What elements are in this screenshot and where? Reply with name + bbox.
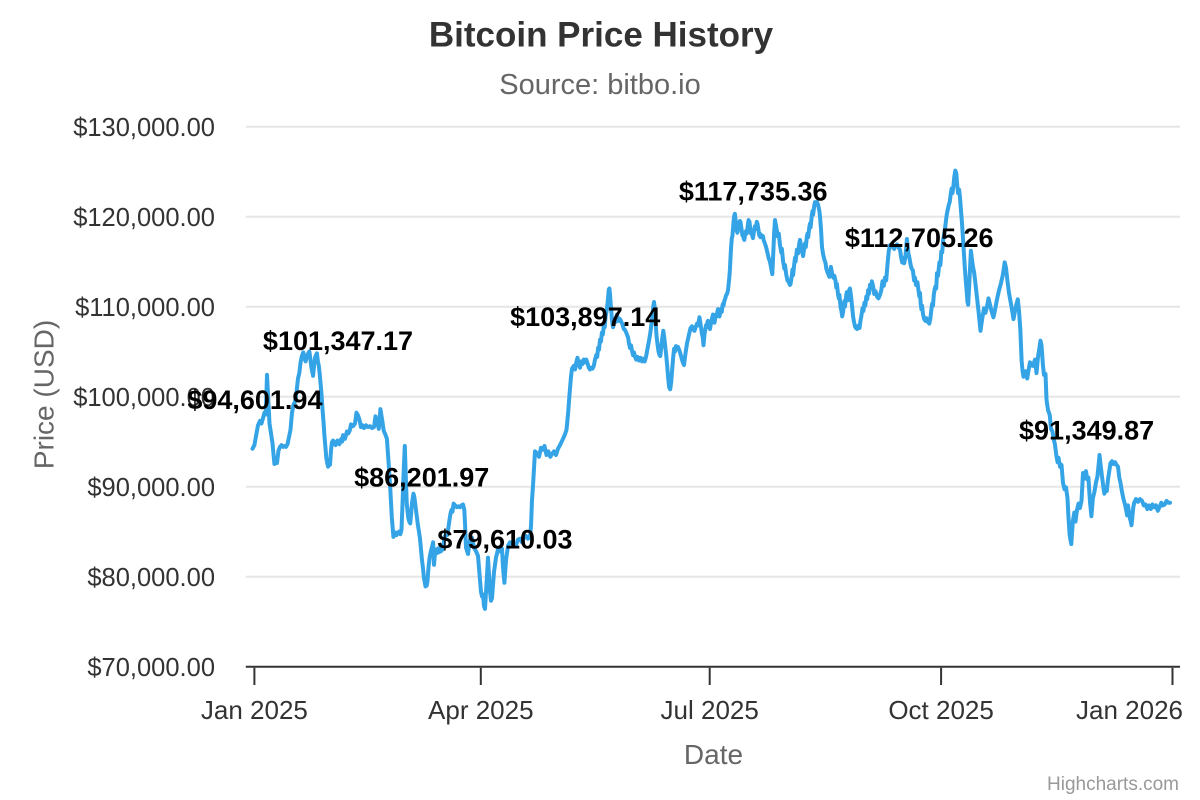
svg-text:$101,347.17: $101,347.17 (263, 326, 413, 356)
svg-text:$80,000.00: $80,000.00 (87, 564, 215, 592)
svg-text:$79,610.03: $79,610.03 (437, 524, 572, 554)
svg-text:$120,000.00: $120,000.00 (73, 204, 215, 232)
svg-text:Bitcoin Price History: Bitcoin Price History (429, 16, 774, 55)
svg-text:$103,897.14: $103,897.14 (510, 302, 660, 332)
svg-text:$90,000.00: $90,000.00 (87, 474, 215, 502)
svg-text:Jan 2025: Jan 2025 (201, 695, 308, 725)
svg-text:$112,705.26: $112,705.26 (845, 223, 994, 253)
svg-text:$91,349.87: $91,349.87 (1019, 416, 1154, 446)
svg-text:Oct 2025: Oct 2025 (888, 695, 994, 725)
svg-text:Jan 2026: Jan 2026 (1076, 695, 1183, 725)
svg-text:Price (USD): Price (USD) (29, 320, 60, 469)
svg-text:$70,000.00: $70,000.00 (87, 654, 215, 682)
svg-text:$86,201.97: $86,201.97 (354, 463, 489, 493)
svg-text:Apr 2025: Apr 2025 (428, 695, 534, 725)
svg-text:$94,601.94: $94,601.94 (187, 385, 322, 415)
svg-text:Date: Date (684, 739, 743, 770)
svg-text:$100,000.00: $100,000.00 (73, 384, 215, 412)
svg-text:Highcharts.com: Highcharts.com (1047, 774, 1179, 795)
svg-text:$117,735.36: $117,735.36 (679, 177, 828, 207)
svg-text:Source: bitbo.io: Source: bitbo.io (499, 69, 701, 101)
svg-text:$110,000.00: $110,000.00 (75, 294, 215, 322)
svg-text:Jul 2025: Jul 2025 (661, 695, 759, 725)
svg-text:$130,000.00: $130,000.00 (73, 114, 215, 142)
